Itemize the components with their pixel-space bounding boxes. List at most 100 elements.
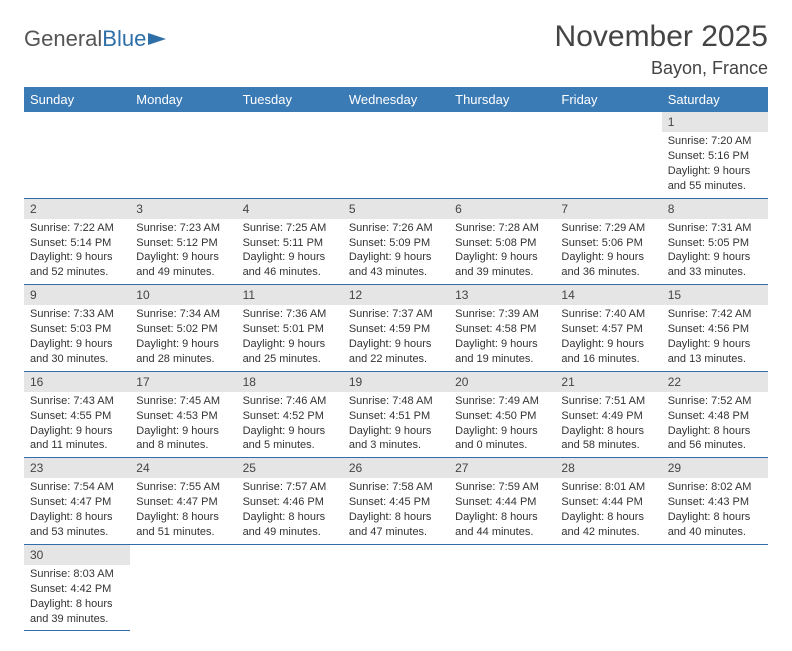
daylight-text: Daylight: 9 hours and 55 minutes. — [668, 164, 762, 194]
calendar-cell — [343, 544, 449, 631]
sunset-text: Sunset: 4:53 PM — [136, 409, 230, 424]
daylight-text: Daylight: 9 hours and 49 minutes. — [136, 250, 230, 280]
calendar-cell: 21Sunrise: 7:51 AMSunset: 4:49 PMDayligh… — [555, 371, 661, 458]
sunrise-text: Sunrise: 7:33 AM — [30, 307, 124, 322]
day-number: 6 — [449, 199, 555, 219]
daylight-text: Daylight: 9 hours and 33 minutes. — [668, 250, 762, 280]
day-number: 2 — [24, 199, 130, 219]
sunrise-text: Sunrise: 7:43 AM — [30, 394, 124, 409]
calendar-cell: 22Sunrise: 7:52 AMSunset: 4:48 PMDayligh… — [662, 371, 768, 458]
day-number: 15 — [662, 285, 768, 305]
col-monday: Monday — [130, 87, 236, 112]
day-number: 29 — [662, 458, 768, 478]
sunrise-text: Sunrise: 7:57 AM — [243, 480, 337, 495]
day-number: 5 — [343, 199, 449, 219]
sunset-text: Sunset: 4:48 PM — [668, 409, 762, 424]
day-info: Sunrise: 7:55 AMSunset: 4:47 PMDaylight:… — [130, 478, 236, 543]
sunrise-text: Sunrise: 7:39 AM — [455, 307, 549, 322]
sunset-text: Sunset: 4:47 PM — [136, 495, 230, 510]
calendar-row: 30Sunrise: 8:03 AMSunset: 4:42 PMDayligh… — [24, 544, 768, 631]
day-info: Sunrise: 7:48 AMSunset: 4:51 PMDaylight:… — [343, 392, 449, 457]
brand-part2: Blue — [102, 26, 146, 52]
day-info: Sunrise: 7:57 AMSunset: 4:46 PMDaylight:… — [237, 478, 343, 543]
day-number: 19 — [343, 372, 449, 392]
calendar-cell: 12Sunrise: 7:37 AMSunset: 4:59 PMDayligh… — [343, 285, 449, 372]
day-number: 23 — [24, 458, 130, 478]
day-number: 21 — [555, 372, 661, 392]
col-sunday: Sunday — [24, 87, 130, 112]
day-info: Sunrise: 7:52 AMSunset: 4:48 PMDaylight:… — [662, 392, 768, 457]
daylight-text: Daylight: 9 hours and 8 minutes. — [136, 424, 230, 454]
daylight-text: Daylight: 9 hours and 39 minutes. — [455, 250, 549, 280]
day-number: 22 — [662, 372, 768, 392]
calendar-cell: 18Sunrise: 7:46 AMSunset: 4:52 PMDayligh… — [237, 371, 343, 458]
daylight-text: Daylight: 9 hours and 5 minutes. — [243, 424, 337, 454]
calendar-cell — [130, 112, 236, 198]
day-info: Sunrise: 7:43 AMSunset: 4:55 PMDaylight:… — [24, 392, 130, 457]
calendar-cell: 25Sunrise: 7:57 AMSunset: 4:46 PMDayligh… — [237, 458, 343, 545]
calendar-cell: 26Sunrise: 7:58 AMSunset: 4:45 PMDayligh… — [343, 458, 449, 545]
sunrise-text: Sunrise: 7:49 AM — [455, 394, 549, 409]
sunrise-text: Sunrise: 7:40 AM — [561, 307, 655, 322]
calendar-row: 23Sunrise: 7:54 AMSunset: 4:47 PMDayligh… — [24, 458, 768, 545]
daylight-text: Daylight: 9 hours and 3 minutes. — [349, 424, 443, 454]
sunrise-text: Sunrise: 7:28 AM — [455, 221, 549, 236]
flag-icon — [148, 31, 168, 47]
day-info: Sunrise: 7:22 AMSunset: 5:14 PMDaylight:… — [24, 219, 130, 284]
sunrise-text: Sunrise: 7:46 AM — [243, 394, 337, 409]
calendar-table: Sunday Monday Tuesday Wednesday Thursday… — [24, 87, 768, 631]
day-info: Sunrise: 7:23 AMSunset: 5:12 PMDaylight:… — [130, 219, 236, 284]
day-number: 24 — [130, 458, 236, 478]
day-number: 3 — [130, 199, 236, 219]
day-info: Sunrise: 7:25 AMSunset: 5:11 PMDaylight:… — [237, 219, 343, 284]
calendar-cell: 13Sunrise: 7:39 AMSunset: 4:58 PMDayligh… — [449, 285, 555, 372]
day-number: 1 — [662, 112, 768, 132]
day-info: Sunrise: 7:51 AMSunset: 4:49 PMDaylight:… — [555, 392, 661, 457]
day-number: 25 — [237, 458, 343, 478]
sunset-text: Sunset: 5:06 PM — [561, 236, 655, 251]
sunrise-text: Sunrise: 7:55 AM — [136, 480, 230, 495]
calendar-cell: 15Sunrise: 7:42 AMSunset: 4:56 PMDayligh… — [662, 285, 768, 372]
sunset-text: Sunset: 5:02 PM — [136, 322, 230, 337]
sunrise-text: Sunrise: 7:51 AM — [561, 394, 655, 409]
sunset-text: Sunset: 4:49 PM — [561, 409, 655, 424]
calendar-cell: 2Sunrise: 7:22 AMSunset: 5:14 PMDaylight… — [24, 198, 130, 285]
calendar-cell — [555, 544, 661, 631]
sunset-text: Sunset: 4:46 PM — [243, 495, 337, 510]
calendar-cell: 14Sunrise: 7:40 AMSunset: 4:57 PMDayligh… — [555, 285, 661, 372]
day-number: 16 — [24, 372, 130, 392]
calendar-row: 9Sunrise: 7:33 AMSunset: 5:03 PMDaylight… — [24, 285, 768, 372]
sunset-text: Sunset: 5:08 PM — [455, 236, 549, 251]
daylight-text: Daylight: 8 hours and 53 minutes. — [30, 510, 124, 540]
day-number: 20 — [449, 372, 555, 392]
day-number: 7 — [555, 199, 661, 219]
day-info: Sunrise: 7:42 AMSunset: 4:56 PMDaylight:… — [662, 305, 768, 370]
daylight-text: Daylight: 9 hours and 11 minutes. — [30, 424, 124, 454]
sunrise-text: Sunrise: 7:45 AM — [136, 394, 230, 409]
calendar-cell: 10Sunrise: 7:34 AMSunset: 5:02 PMDayligh… — [130, 285, 236, 372]
calendar-cell: 19Sunrise: 7:48 AMSunset: 4:51 PMDayligh… — [343, 371, 449, 458]
col-saturday: Saturday — [662, 87, 768, 112]
day-number: 10 — [130, 285, 236, 305]
day-number: 8 — [662, 199, 768, 219]
calendar-cell — [662, 544, 768, 631]
calendar-cell: 27Sunrise: 7:59 AMSunset: 4:44 PMDayligh… — [449, 458, 555, 545]
brand-logo: GeneralBlue — [24, 20, 168, 52]
calendar-cell: 6 Sunrise: 7:28 AMSunset: 5:08 PMDaylight… — [449, 198, 555, 285]
sunrise-text: Sunrise: 7:52 AM — [668, 394, 762, 409]
calendar-cell: 11Sunrise: 7:36 AMSunset: 5:01 PMDayligh… — [237, 285, 343, 372]
sunset-text: Sunset: 4:58 PM — [455, 322, 549, 337]
day-info: Sunrise: 7:37 AMSunset: 4:59 PMDaylight:… — [343, 305, 449, 370]
calendar-row: 16Sunrise: 7:43 AMSunset: 4:55 PMDayligh… — [24, 371, 768, 458]
daylight-text: Daylight: 8 hours and 44 minutes. — [455, 510, 549, 540]
sunrise-text: Sunrise: 8:01 AM — [561, 480, 655, 495]
calendar-cell: 16Sunrise: 7:43 AMSunset: 4:55 PMDayligh… — [24, 371, 130, 458]
calendar-row: 1Sunrise: 7:20 AMSunset: 5:16 PMDaylight… — [24, 112, 768, 198]
sunset-text: Sunset: 5:05 PM — [668, 236, 762, 251]
calendar-cell: 30Sunrise: 8:03 AMSunset: 4:42 PMDayligh… — [24, 544, 130, 631]
day-info: Sunrise: 8:01 AMSunset: 4:44 PMDaylight:… — [555, 478, 661, 543]
calendar-cell — [449, 544, 555, 631]
day-info: Sunrise: 7:20 AMSunset: 5:16 PMDaylight:… — [662, 132, 768, 197]
calendar-cell: 17Sunrise: 7:45 AMSunset: 4:53 PMDayligh… — [130, 371, 236, 458]
sunset-text: Sunset: 5:01 PM — [243, 322, 337, 337]
